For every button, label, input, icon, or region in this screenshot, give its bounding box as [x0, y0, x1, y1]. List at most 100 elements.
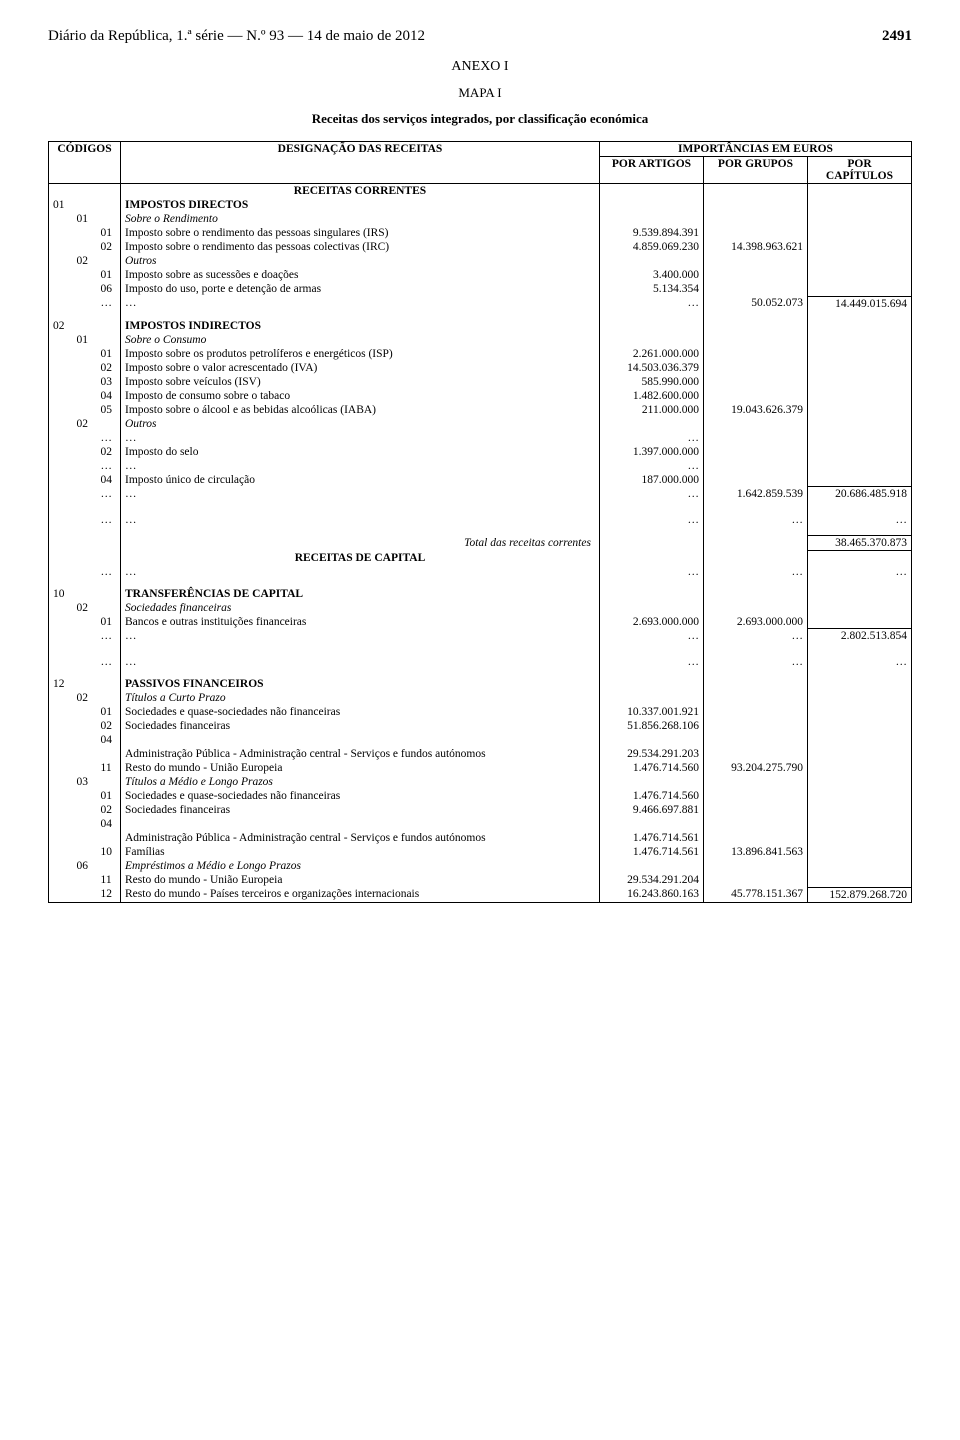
code-cell: 04	[97, 389, 121, 403]
total-correntes-val: 38.465.370.873	[807, 536, 911, 551]
th-capitulos: PORCAPÍTULOS	[807, 157, 911, 184]
val-art: 211.000.000	[599, 403, 703, 417]
val-grp: 45.778.151.367	[703, 887, 807, 902]
dots: …	[807, 513, 911, 527]
code-cell: 02	[97, 719, 121, 733]
grp-title: Sociedades financeiras	[121, 601, 600, 615]
code-cell: 01	[97, 789, 121, 803]
code-cell: 01	[97, 268, 121, 282]
dots: …	[97, 513, 121, 527]
dots: …	[97, 655, 121, 669]
journal-title: Diário da República, 1.ª série — N.º 93 …	[48, 28, 425, 45]
val-grp: 13.896.841.563	[703, 845, 807, 859]
dots: …	[121, 513, 600, 527]
val-cap: 14.449.015.694	[807, 296, 911, 311]
row-desig: Imposto sobre o álcool e as bebidas alco…	[121, 403, 600, 417]
row-desig: Imposto sobre o rendimento das pessoas s…	[121, 226, 600, 240]
code-cell: 02	[97, 240, 121, 254]
th-grupos: POR GRUPOS	[703, 157, 807, 184]
val-art: 29.534.291.203	[599, 747, 703, 761]
anexo-title: ANEXO I	[48, 59, 912, 75]
val-art: 1.482.600.000	[599, 389, 703, 403]
code-cell: 01	[73, 212, 97, 226]
val-art: 1.476.714.561	[599, 831, 703, 845]
code-cell: 01	[97, 705, 121, 719]
val-grp: 19.043.626.379	[703, 403, 807, 417]
code-cell: 02	[73, 601, 97, 615]
dots: …	[121, 431, 600, 445]
row-desig: Imposto do uso, porte e detenção de arma…	[121, 282, 600, 296]
dots: …	[703, 513, 807, 527]
code-cell: 05	[97, 403, 121, 417]
code-cell: 11	[97, 873, 121, 887]
val-art: 585.990.000	[599, 375, 703, 389]
receitas-table: CÓDIGOS DESIGNAÇÃO DAS RECEITAS IMPORTÂN…	[48, 141, 912, 903]
code-cell: 03	[73, 775, 97, 789]
row-desig: Imposto sobre o valor acrescentado (IVA)	[121, 361, 600, 375]
dots: …	[599, 513, 703, 527]
code-cell: 04	[97, 733, 121, 747]
val-art: 9.539.894.391	[599, 226, 703, 240]
dots: …	[97, 487, 121, 502]
val-grp: 93.204.275.790	[703, 761, 807, 775]
th-importancias: IMPORTÂNCIAS EM EUROS	[599, 142, 911, 157]
val-grp: 50.052.073	[703, 296, 807, 311]
grp-title: Sobre o Rendimento	[121, 212, 600, 226]
code-cell: 02	[97, 445, 121, 459]
page-number: 2491	[882, 28, 912, 45]
code-cell: 10	[97, 845, 121, 859]
code-cell: 04	[97, 473, 121, 487]
val-cap: 20.686.485.918	[807, 487, 911, 502]
dots: …	[97, 459, 121, 473]
val-art: 2.693.000.000	[599, 615, 703, 629]
code-cell: 01	[97, 615, 121, 629]
dots: …	[599, 296, 703, 311]
val-art: 51.856.268.106	[599, 719, 703, 733]
dots: …	[121, 459, 600, 473]
code-cell: 02	[73, 691, 97, 705]
sec12-title: PASSIVOS FINANCEIROS	[121, 677, 600, 691]
sec01-title: IMPOSTOS DIRECTOS	[121, 198, 600, 212]
val-cap: 2.802.513.854	[807, 629, 911, 644]
dots: …	[807, 655, 911, 669]
row-desig	[121, 733, 600, 747]
table-subtitle: Receitas dos serviços integrados, por cl…	[48, 111, 912, 127]
sec02-title: IMPOSTOS INDIRECTOS	[121, 319, 600, 333]
val-art: 1.476.714.560	[599, 789, 703, 803]
code-cell: 11	[97, 761, 121, 775]
row-desig: Resto do mundo - Países terceiros e orga…	[121, 887, 600, 902]
grp-title: Outros	[121, 417, 600, 431]
val-art: 10.337.001.921	[599, 705, 703, 719]
row-desig: Resto do mundo - União Europeia	[121, 761, 600, 775]
row-desig: Resto do mundo - União Europeia	[121, 873, 600, 887]
dots: …	[121, 655, 600, 669]
row-desig: Sociedades e quase-sociedades não financ…	[121, 789, 600, 803]
dots: …	[599, 459, 703, 473]
dots: …	[97, 431, 121, 445]
dots: …	[121, 565, 600, 579]
code-cell: 06	[73, 859, 97, 873]
dots: …	[121, 296, 600, 311]
grp-title: Sobre o Consumo	[121, 333, 600, 347]
row-desig: Sociedades e quase-sociedades não financ…	[121, 705, 600, 719]
code-cell: 01	[73, 333, 97, 347]
page-header: Diário da República, 1.ª série — N.º 93 …	[48, 28, 912, 45]
dots: …	[599, 565, 703, 579]
code-cell: 03	[97, 375, 121, 389]
dots: …	[97, 629, 121, 644]
val-art: 14.503.036.379	[599, 361, 703, 375]
grp-title: Empréstimos a Médio e Longo Prazos	[121, 859, 600, 873]
row-desig: Imposto de consumo sobre o tabaco	[121, 389, 600, 403]
row-desig: Famílias	[121, 845, 600, 859]
val-art: 3.400.000	[599, 268, 703, 282]
dots: …	[703, 565, 807, 579]
code-cell: 02	[97, 361, 121, 375]
code-cell: 10	[49, 587, 73, 601]
page: Diário da República, 1.ª série — N.º 93 …	[0, 0, 960, 943]
dots: …	[97, 565, 121, 579]
val-grp: 2.693.000.000	[703, 615, 807, 629]
section-capital: RECEITAS DE CAPITAL	[121, 551, 600, 565]
val-art: 16.243.860.163	[599, 887, 703, 902]
code-cell: 06	[97, 282, 121, 296]
code-cell: 12	[49, 677, 73, 691]
